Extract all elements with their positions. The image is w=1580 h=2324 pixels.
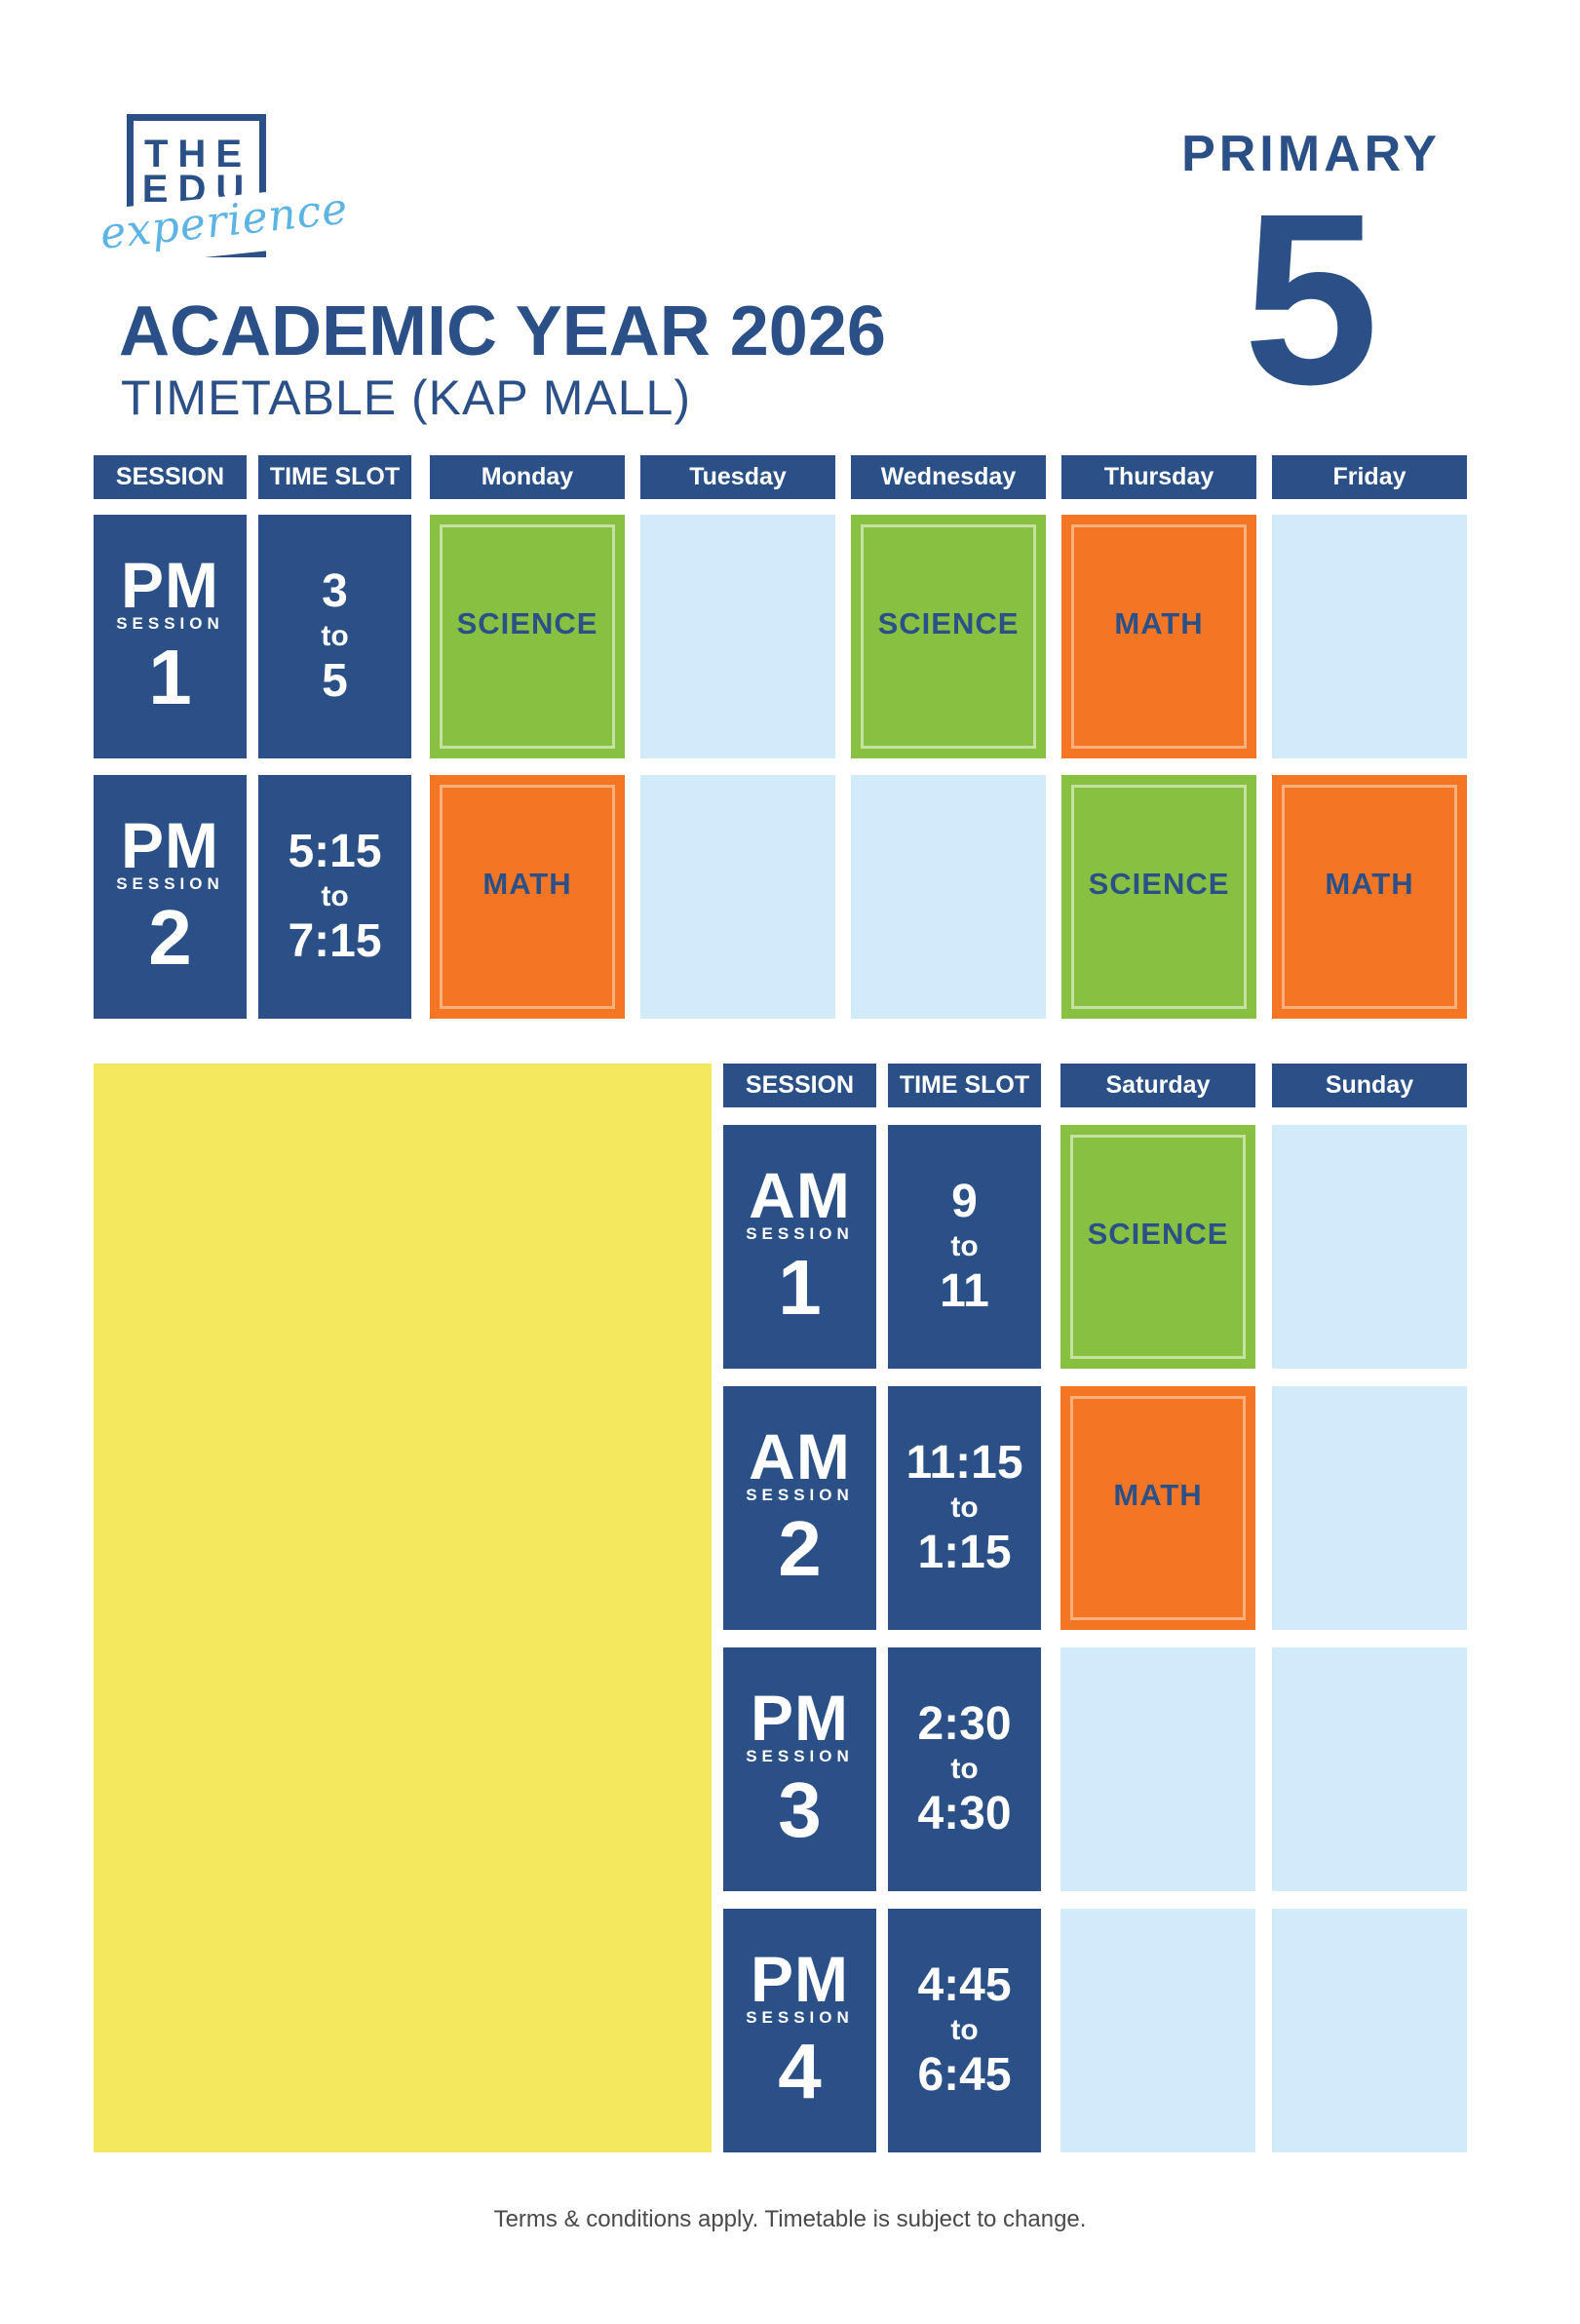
- empty-cell-saturday-pm3: [1060, 1647, 1255, 1891]
- time-end: 4:30: [917, 1788, 1012, 1840]
- session-word: SESSION: [746, 1224, 854, 1243]
- weekday-header-friday: Friday: [1272, 455, 1467, 499]
- session-number: 1: [148, 634, 192, 720]
- time-end: 7:15: [288, 915, 382, 967]
- time-end: 6:45: [917, 2049, 1012, 2101]
- class-cell-monday-pm2: MATH: [430, 775, 625, 1019]
- session-word: SESSION: [116, 874, 224, 893]
- session-period: PM: [121, 809, 219, 881]
- session-cell-pm-3: PM SESSION 3: [723, 1647, 876, 1891]
- time-start: 5:15: [288, 826, 382, 877]
- time-start: 9: [951, 1176, 978, 1227]
- empty-cell-sunday-pm4: [1272, 1909, 1467, 2152]
- level-label: PRIMARY: [1181, 126, 1441, 182]
- time-start: 3: [322, 565, 348, 617]
- weekend-header-sunday: Sunday: [1272, 1064, 1467, 1107]
- session-number: 2: [148, 894, 192, 981]
- session-word: SESSION: [116, 614, 224, 633]
- empty-cell-tuesday-pm2: [640, 775, 835, 1019]
- weekday-header-monday: Monday: [430, 455, 625, 499]
- weekday-header-tuesday: Tuesday: [640, 455, 835, 499]
- time-slot-cell: 4:45 to 6:45: [888, 1909, 1041, 2152]
- time-to: to: [321, 620, 349, 652]
- weekend-header-time-slot: TIME SLOT: [888, 1064, 1041, 1107]
- session-cell-am-2: AM SESSION 2: [723, 1386, 876, 1630]
- empty-cell-sunday-am1: [1272, 1125, 1467, 1369]
- session-period: AM: [749, 1420, 851, 1492]
- time-slot-cell: 2:30 to 4:30: [888, 1647, 1041, 1891]
- time-start: 4:45: [917, 1959, 1012, 2011]
- empty-cell-sunday-am2: [1272, 1386, 1467, 1630]
- time-start: 2:30: [917, 1698, 1012, 1750]
- class-cell-thursday-pm1: MATH: [1061, 515, 1256, 758]
- session-number: 3: [778, 1766, 822, 1853]
- class-cell-monday-pm1: SCIENCE: [430, 515, 625, 758]
- empty-cell-friday-pm1: [1272, 515, 1467, 758]
- logo-text-the: THE: [144, 133, 251, 175]
- session-period: PM: [751, 1943, 849, 2015]
- session-number: 2: [778, 1505, 822, 1592]
- empty-cell-saturday-pm4: [1060, 1909, 1255, 2152]
- time-end: 11: [940, 1265, 989, 1317]
- page-title: ACADEMIC YEAR 2026: [119, 292, 886, 370]
- session-cell-pm-1: PM SESSION 1: [94, 515, 247, 758]
- weekday-header-session: SESSION: [94, 455, 247, 499]
- time-slot-cell: 9 to 11: [888, 1125, 1041, 1369]
- session-period: PM: [751, 1682, 849, 1754]
- session-number: 4: [778, 2028, 822, 2114]
- session-cell-pm-4: PM SESSION 4: [723, 1909, 876, 2152]
- session-cell-pm-2: PM SESSION 2: [94, 775, 247, 1019]
- time-slot-cell: 5:15 to 7:15: [258, 775, 411, 1019]
- empty-cell-tuesday-pm1: [640, 515, 835, 758]
- time-start: 11:15: [906, 1437, 1023, 1489]
- session-cell-am-1: AM SESSION 1: [723, 1125, 876, 1369]
- class-cell-saturday-am1: SCIENCE: [1060, 1125, 1255, 1369]
- session-word: SESSION: [746, 1486, 854, 1504]
- footer-note: Terms & conditions apply. Timetable is s…: [493, 2206, 1087, 2232]
- time-end: 1:15: [917, 1527, 1012, 1578]
- session-period: PM: [121, 549, 219, 621]
- session-word: SESSION: [746, 2008, 854, 2027]
- time-slot-cell: 3 to 5: [258, 515, 411, 758]
- page-subtitle: TIMETABLE (KAP MALL): [121, 370, 691, 425]
- class-cell-thursday-pm2: SCIENCE: [1061, 775, 1256, 1019]
- weekday-header-wednesday: Wednesday: [851, 455, 1046, 499]
- time-to: to: [321, 880, 349, 912]
- weekend-header-saturday: Saturday: [1060, 1064, 1255, 1107]
- session-period: AM: [749, 1159, 851, 1231]
- empty-cell-wednesday-pm2: [851, 775, 1046, 1019]
- class-cell-wednesday-pm1: SCIENCE: [851, 515, 1046, 758]
- weekday-header-time-slot: TIME SLOT: [258, 455, 411, 499]
- time-to: to: [950, 1491, 979, 1524]
- session-word: SESSION: [746, 1747, 854, 1765]
- level-number: 5: [1243, 163, 1379, 435]
- class-cell-saturday-am2: MATH: [1060, 1386, 1255, 1630]
- yellow-panel: [94, 1064, 712, 2152]
- weekend-header-session: SESSION: [723, 1064, 876, 1107]
- time-to: to: [950, 2014, 979, 2046]
- time-slot-cell: 11:15 to 1:15: [888, 1386, 1041, 1630]
- time-end: 5: [322, 655, 348, 707]
- empty-cell-sunday-pm3: [1272, 1647, 1467, 1891]
- time-to: to: [950, 1753, 979, 1785]
- weekday-header-thursday: Thursday: [1061, 455, 1256, 499]
- class-cell-friday-pm2: MATH: [1272, 775, 1467, 1019]
- time-to: to: [950, 1230, 979, 1262]
- session-number: 1: [778, 1244, 822, 1331]
